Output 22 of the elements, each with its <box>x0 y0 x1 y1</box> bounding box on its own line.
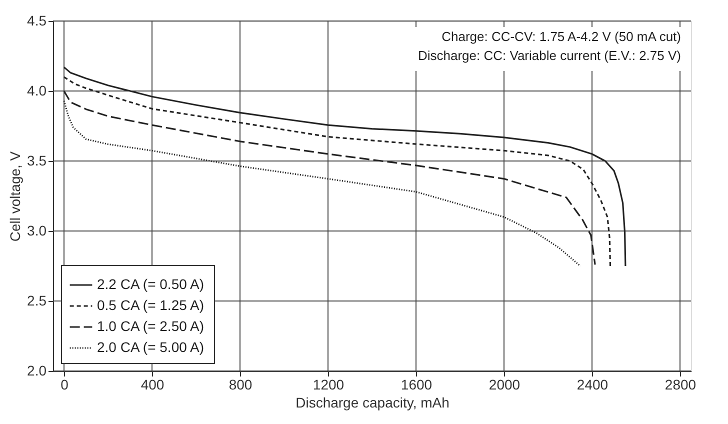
y-tick-label: 2.0 <box>27 362 47 378</box>
legend-label: 2.2 CA (= 0.50 A) <box>97 276 204 292</box>
annotation: Charge: CC-CV: 1.75 A-4.2 V (50 mA cut) <box>442 29 681 44</box>
y-tick-label: 4.0 <box>27 82 47 98</box>
x-tick-label: 0 <box>60 376 69 392</box>
y-tick-label: 4.5 <box>27 12 47 28</box>
x-tick-label: 1600 <box>400 376 432 392</box>
y-axis-title: Cell voltage, V <box>7 150 24 242</box>
y-tick-label: 3.5 <box>27 152 47 168</box>
x-axis-title: Discharge capacity, mAh <box>296 394 450 410</box>
legend-label: 1.0 CA (= 2.50 A) <box>97 318 204 334</box>
y-tick-label: 3.0 <box>27 222 47 238</box>
y-tick-label: 2.5 <box>27 292 47 308</box>
x-tick-label: 1200 <box>312 376 344 392</box>
x-tick-label: 2800 <box>664 376 696 392</box>
legend-label: 0.5 CA (= 1.25 A) <box>97 297 204 313</box>
x-tick-label: 2400 <box>576 376 608 392</box>
legend-label: 2.0 CA (= 5.00 A) <box>97 339 204 355</box>
x-tick-label: 800 <box>228 376 252 392</box>
annotation: Discharge: CC: Variable current (E.V.: 2.75 V) <box>418 48 681 63</box>
x-tick-label: 2000 <box>488 376 520 392</box>
x-tick-label: 400 <box>140 376 164 392</box>
